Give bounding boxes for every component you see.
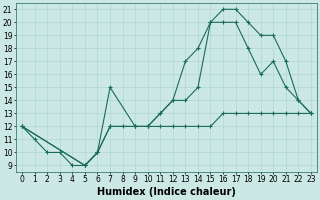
X-axis label: Humidex (Indice chaleur): Humidex (Indice chaleur) <box>97 187 236 197</box>
